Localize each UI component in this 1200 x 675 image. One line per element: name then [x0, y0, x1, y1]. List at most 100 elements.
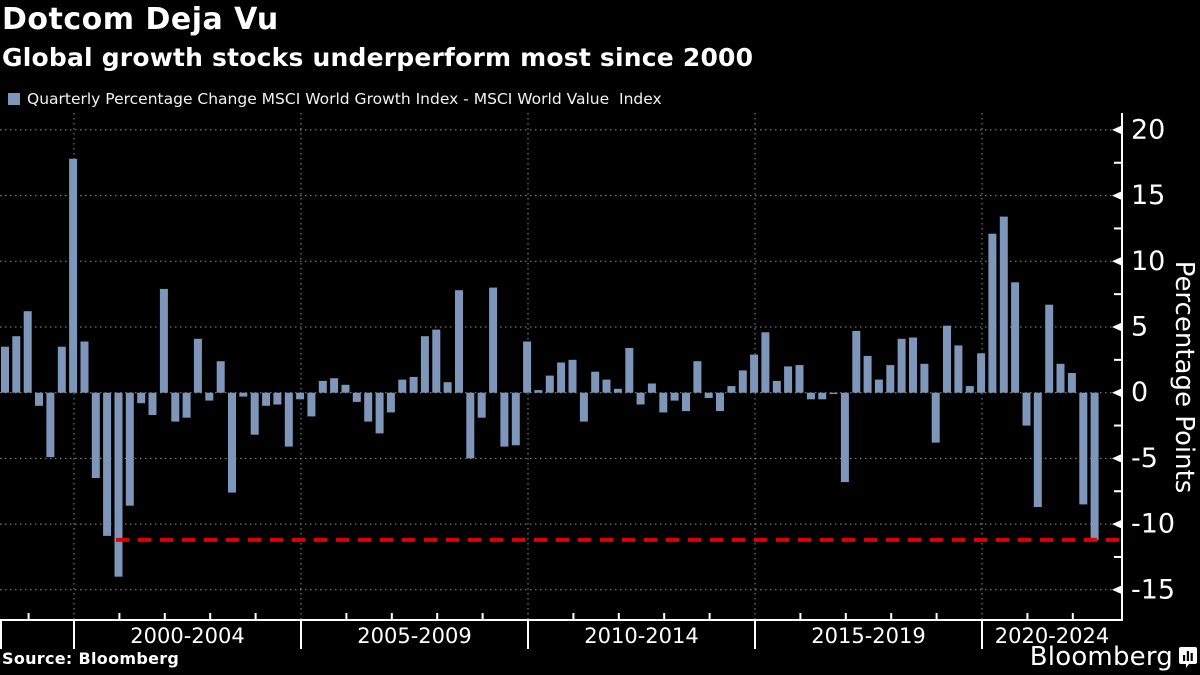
bar-quarter-92: [1045, 304, 1054, 393]
bar-quarter-37: [420, 336, 429, 393]
bar-quarter-11: [125, 392, 134, 506]
bar-quarter-71: [806, 392, 815, 400]
bar-quarter-62: [704, 392, 713, 398]
bar-quarter-40: [455, 290, 463, 393]
bar-quarter-19: [216, 361, 225, 393]
bar-quarter-23: [262, 392, 271, 406]
bar-quarter-81: [920, 363, 929, 393]
y-tick-label: 15: [1131, 180, 1165, 211]
source-attribution: Source: Bloomberg: [2, 649, 180, 668]
bar-quarter-2: [23, 311, 32, 393]
bar-quarter-52: [591, 371, 600, 393]
bar-quarter-74: [840, 392, 849, 483]
bloomberg-logo-icon: [1179, 646, 1197, 668]
bar-quarter-85: [965, 386, 974, 393]
bar-quarter-12: [137, 392, 146, 404]
bar-quarter-29: [330, 378, 339, 393]
y-tick-label: -10: [1131, 509, 1175, 540]
x-group-label: 2005-2009: [357, 624, 471, 648]
bar-quarter-80: [909, 337, 917, 393]
bar-quarter-91: [1033, 392, 1042, 507]
bar-quarter-58: [659, 392, 668, 413]
bar-quarter-1: [12, 336, 21, 393]
bar-quarter-47: [534, 390, 543, 393]
bloomberg-wordmark: Bloomberg: [1029, 642, 1173, 672]
bar-quarter-76: [863, 355, 872, 393]
bar-quarter-5: [57, 346, 66, 393]
x-group-label: 2010-2014: [584, 624, 698, 648]
bar-quarter-94: [1067, 373, 1076, 393]
bar-quarter-22: [250, 392, 259, 435]
bar-quarter-53: [602, 379, 611, 393]
bar-quarter-32: [364, 392, 373, 422]
bar-quarter-73: [829, 392, 838, 394]
bar-quarter-18: [205, 392, 214, 401]
bar-quarter-66: [750, 354, 759, 393]
bar-quarter-93: [1056, 363, 1065, 393]
bar-quarter-38: [432, 329, 441, 393]
bar-quarter-77: [874, 379, 883, 393]
bar-quarter-28: [318, 380, 327, 393]
bar-quarter-14: [159, 288, 168, 393]
bar-quarter-9: [103, 392, 112, 536]
y-major-tick: [1112, 453, 1122, 463]
bar-quarter-84: [954, 345, 963, 393]
x-group-label: 2015-2019: [811, 624, 925, 648]
bar-quarter-25: [284, 392, 293, 447]
y-major-tick: [1112, 125, 1122, 135]
y-major-tick: [1112, 519, 1122, 529]
bar-quarter-61: [693, 361, 702, 393]
y-tick-label: 0: [1131, 377, 1148, 408]
bar-quarter-90: [1022, 392, 1031, 426]
bar-quarter-10: [114, 392, 123, 577]
bar-quarter-49: [557, 362, 566, 393]
bar-quarter-57: [647, 383, 656, 393]
bar-quarter-26: [296, 392, 305, 400]
bar-quarter-31: [352, 392, 361, 402]
bar-quarter-79: [897, 338, 906, 393]
bar-quarter-30: [341, 384, 350, 393]
bar-quarter-20: [228, 392, 236, 493]
bar-quarter-33: [375, 392, 384, 434]
y-major-tick: [1112, 585, 1122, 595]
y-tick-label: 20: [1131, 114, 1165, 145]
bar-quarter-16: [182, 392, 191, 418]
bar-quarter-54: [613, 388, 622, 393]
bar-quarter-43: [489, 287, 498, 393]
bar-quarter-7: [80, 341, 89, 393]
bar-quarter-69: [784, 366, 793, 393]
bar-quarter-95: [1079, 392, 1088, 505]
bar-quarter-48: [545, 375, 554, 393]
bar-quarter-24: [273, 392, 282, 405]
x-group-label: 2000-2004: [130, 624, 244, 648]
bloomberg-logo: Bloomberg: [1030, 642, 1197, 672]
bar-quarter-0: [1, 346, 9, 393]
chart-subtitle: Global growth stocks underperform most s…: [2, 43, 754, 72]
y-tick-label: -5: [1131, 443, 1158, 474]
bar-quarter-55: [625, 348, 634, 393]
legend-label: Quarterly Percentage Change MSCI World G…: [27, 90, 662, 108]
y-tick-label: 10: [1131, 246, 1165, 277]
legend-swatch-icon: [8, 93, 20, 105]
y-axis-title: Percentage Points: [1169, 261, 1199, 494]
bar-quarter-17: [193, 338, 202, 393]
y-tick-label: -15: [1131, 574, 1175, 605]
bar-quarter-50: [568, 359, 577, 393]
bar-quarter-63: [716, 392, 724, 412]
bar-quarter-78: [886, 365, 895, 393]
y-major-tick: [1112, 256, 1122, 266]
legend: Quarterly Percentage Change MSCI World G…: [8, 90, 662, 108]
bar-quarter-82: [931, 392, 940, 443]
bar-quarter-70: [795, 365, 804, 393]
bar-quarter-42: [477, 392, 486, 418]
bar-quarter-41: [466, 392, 475, 459]
bar-quarter-88: [999, 216, 1008, 393]
chart-title: Dotcom Deja Vu: [2, 2, 279, 37]
bar-quarter-45: [511, 392, 520, 446]
y-major-tick: [1112, 191, 1122, 201]
bar-quarter-96: [1090, 392, 1099, 540]
x-group-label: 2020-2024: [995, 624, 1109, 648]
bar-quarter-8: [91, 392, 100, 479]
bar-quarter-65: [738, 370, 747, 393]
